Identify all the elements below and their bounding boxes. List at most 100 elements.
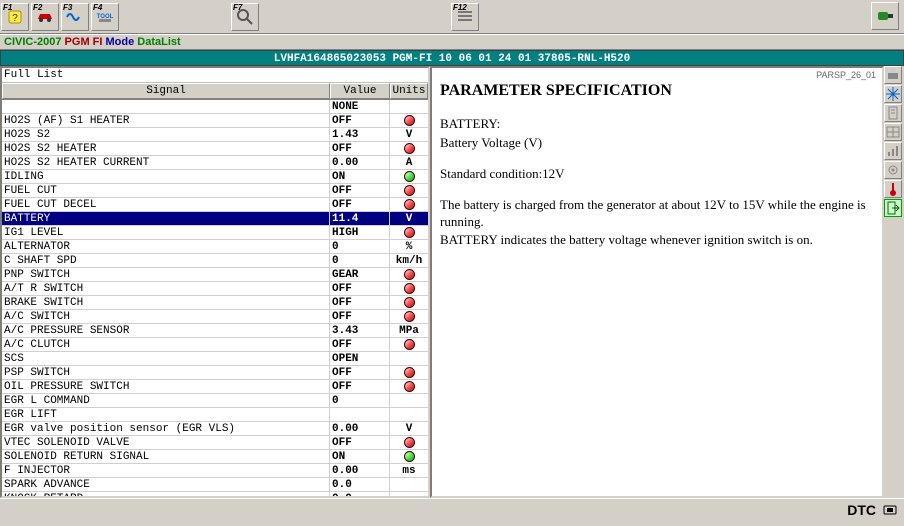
signal-name: HO2S S2 HEATER — [2, 142, 330, 155]
signal-row[interactable]: HO2S S2 HEATEROFF — [2, 142, 428, 156]
doc-icon — [885, 105, 901, 121]
signal-value: OFF — [330, 198, 390, 211]
signal-row[interactable]: EGR valve position sensor (EGR VLS)0.00V — [2, 422, 428, 436]
f3-button[interactable]: F3 — [61, 3, 89, 31]
signal-value: 0 — [330, 240, 390, 253]
table-button[interactable] — [884, 123, 902, 141]
signal-unit — [390, 100, 428, 113]
signal-unit — [390, 268, 428, 281]
signal-row[interactable]: IG1 LEVELHIGH — [2, 226, 428, 240]
signal-row[interactable]: HO2S S21.43V — [2, 128, 428, 142]
status-dot — [404, 227, 415, 238]
signal-name: A/C SWITCH — [2, 310, 330, 323]
signal-row[interactable]: A/C CLUTCHOFF — [2, 338, 428, 352]
signal-row[interactable]: A/C PRESSURE SENSOR3.43MPa — [2, 324, 428, 338]
signal-row[interactable]: SOLENOID RETURN SIGNALON — [2, 450, 428, 464]
header-units[interactable]: Units — [390, 83, 428, 99]
chart-button[interactable] — [884, 142, 902, 160]
signal-name: EGR L COMMAND — [2, 394, 330, 407]
signal-value: NONE — [330, 100, 390, 113]
signal-row[interactable]: FUEL CUT DECELOFF — [2, 198, 428, 212]
f12-list-button[interactable]: F12 — [451, 3, 479, 31]
signal-row[interactable]: BRAKE SWITCHOFF — [2, 296, 428, 310]
signal-value: OFF — [330, 114, 390, 127]
freeze-button[interactable] — [884, 85, 902, 103]
signal-row[interactable]: PSP SWITCHOFF — [2, 366, 428, 380]
signal-row[interactable]: SPARK ADVANCE0.0 — [2, 478, 428, 492]
signal-row[interactable]: A/C SWITCHOFF — [2, 310, 428, 324]
exit-button[interactable] — [884, 199, 902, 217]
signal-row[interactable]: A/T R SWITCHOFF — [2, 282, 428, 296]
status-dot — [404, 297, 415, 308]
signal-value: ON — [330, 450, 390, 463]
signal-unit — [390, 282, 428, 295]
signal-value: OFF — [330, 380, 390, 393]
f1-button[interactable]: F1? — [1, 3, 29, 31]
signal-row[interactable]: KNOCK RETARD0.0 — [2, 492, 428, 496]
signal-row[interactable]: EGR L COMMAND0 — [2, 394, 428, 408]
signal-value: 0.0 — [330, 492, 390, 496]
signal-row[interactable]: C SHAFT SPD0km/h — [2, 254, 428, 268]
signal-name: FUEL CUT DECEL — [2, 198, 330, 211]
print-icon — [885, 67, 901, 83]
signal-name: IDLING — [2, 170, 330, 183]
f7-search-button[interactable]: F7 — [231, 3, 259, 31]
signal-value: OFF — [330, 310, 390, 323]
signal-row[interactable]: FUEL CUTOFF — [2, 184, 428, 198]
f4-button[interactable]: F4TOOL — [91, 3, 119, 31]
print-button[interactable] — [884, 66, 902, 84]
signal-row[interactable]: OIL PRESSURE SWITCHOFF — [2, 380, 428, 394]
signal-row[interactable]: HO2S (AF) S1 HEATEROFF — [2, 114, 428, 128]
signal-unit — [390, 310, 428, 323]
signal-row[interactable]: HO2S S2 HEATER CURRENT0.00A — [2, 156, 428, 170]
signal-value: OFF — [330, 296, 390, 309]
status-bar: DTC — [0, 498, 904, 520]
signal-row[interactable]: IDLINGON — [2, 170, 428, 184]
signal-row[interactable]: ALTERNATOR0% — [2, 240, 428, 254]
signal-name: FUEL CUT — [2, 184, 330, 197]
temp-button[interactable] — [884, 180, 902, 198]
signal-value: 0 — [330, 254, 390, 267]
connector-button[interactable] — [871, 2, 899, 30]
header-value[interactable]: Value — [330, 83, 390, 99]
signal-unit — [390, 352, 428, 365]
signal-name: HO2S S2 HEATER CURRENT — [2, 156, 330, 169]
status-dot — [404, 185, 415, 196]
signal-value: OFF — [330, 142, 390, 155]
status-dot — [404, 269, 415, 280]
config-button[interactable] — [884, 161, 902, 179]
detail-para2: BATTERY indicates the battery voltage wh… — [440, 232, 874, 249]
signal-unit — [390, 226, 428, 239]
signal-row[interactable]: EGR LIFT — [2, 408, 428, 422]
signal-unit: V — [390, 422, 428, 435]
signal-row[interactable]: BATTERY11.4V — [2, 212, 428, 226]
signal-name: F INJECTOR — [2, 464, 330, 477]
f2-button[interactable]: F2 — [31, 3, 59, 31]
vin-info-bar: LVHFA164865023053 PGM-FI 10 06 01 24 01 … — [0, 50, 904, 66]
snowflake-icon — [885, 86, 901, 102]
signal-unit — [390, 338, 428, 351]
signal-unit: V — [390, 212, 428, 225]
signal-name: OIL PRESSURE SWITCH — [2, 380, 330, 393]
signal-value: OFF — [330, 184, 390, 197]
signal-value: GEAR — [330, 268, 390, 281]
signal-row[interactable]: PNP SWITCHGEAR — [2, 268, 428, 282]
breadcrumb: CIVIC-2007 PGM FI Mode DataList — [0, 34, 904, 50]
signal-unit — [390, 170, 428, 183]
signal-unit: MPa — [390, 324, 428, 337]
side-toolbar — [884, 66, 904, 498]
signal-name: PNP SWITCH — [2, 268, 330, 281]
signal-value: OPEN — [330, 352, 390, 365]
signal-row[interactable]: VTEC SOLENOID VALVEOFF — [2, 436, 428, 450]
signal-value: HIGH — [330, 226, 390, 239]
signal-row[interactable]: SCSOPEN — [2, 352, 428, 366]
signal-row[interactable]: F INJECTOR0.00ms — [2, 464, 428, 478]
header-signal[interactable]: Signal — [2, 83, 330, 99]
grid-header: Signal Value Units — [2, 83, 428, 100]
signal-name: SPARK ADVANCE — [2, 478, 330, 491]
signal-value — [330, 408, 390, 421]
doc-button[interactable] — [884, 104, 902, 122]
signal-unit — [390, 198, 428, 211]
grid-body[interactable]: NONEHO2S (AF) S1 HEATEROFFHO2S S21.43VHO… — [2, 100, 428, 496]
signal-row[interactable]: NONE — [2, 100, 428, 114]
